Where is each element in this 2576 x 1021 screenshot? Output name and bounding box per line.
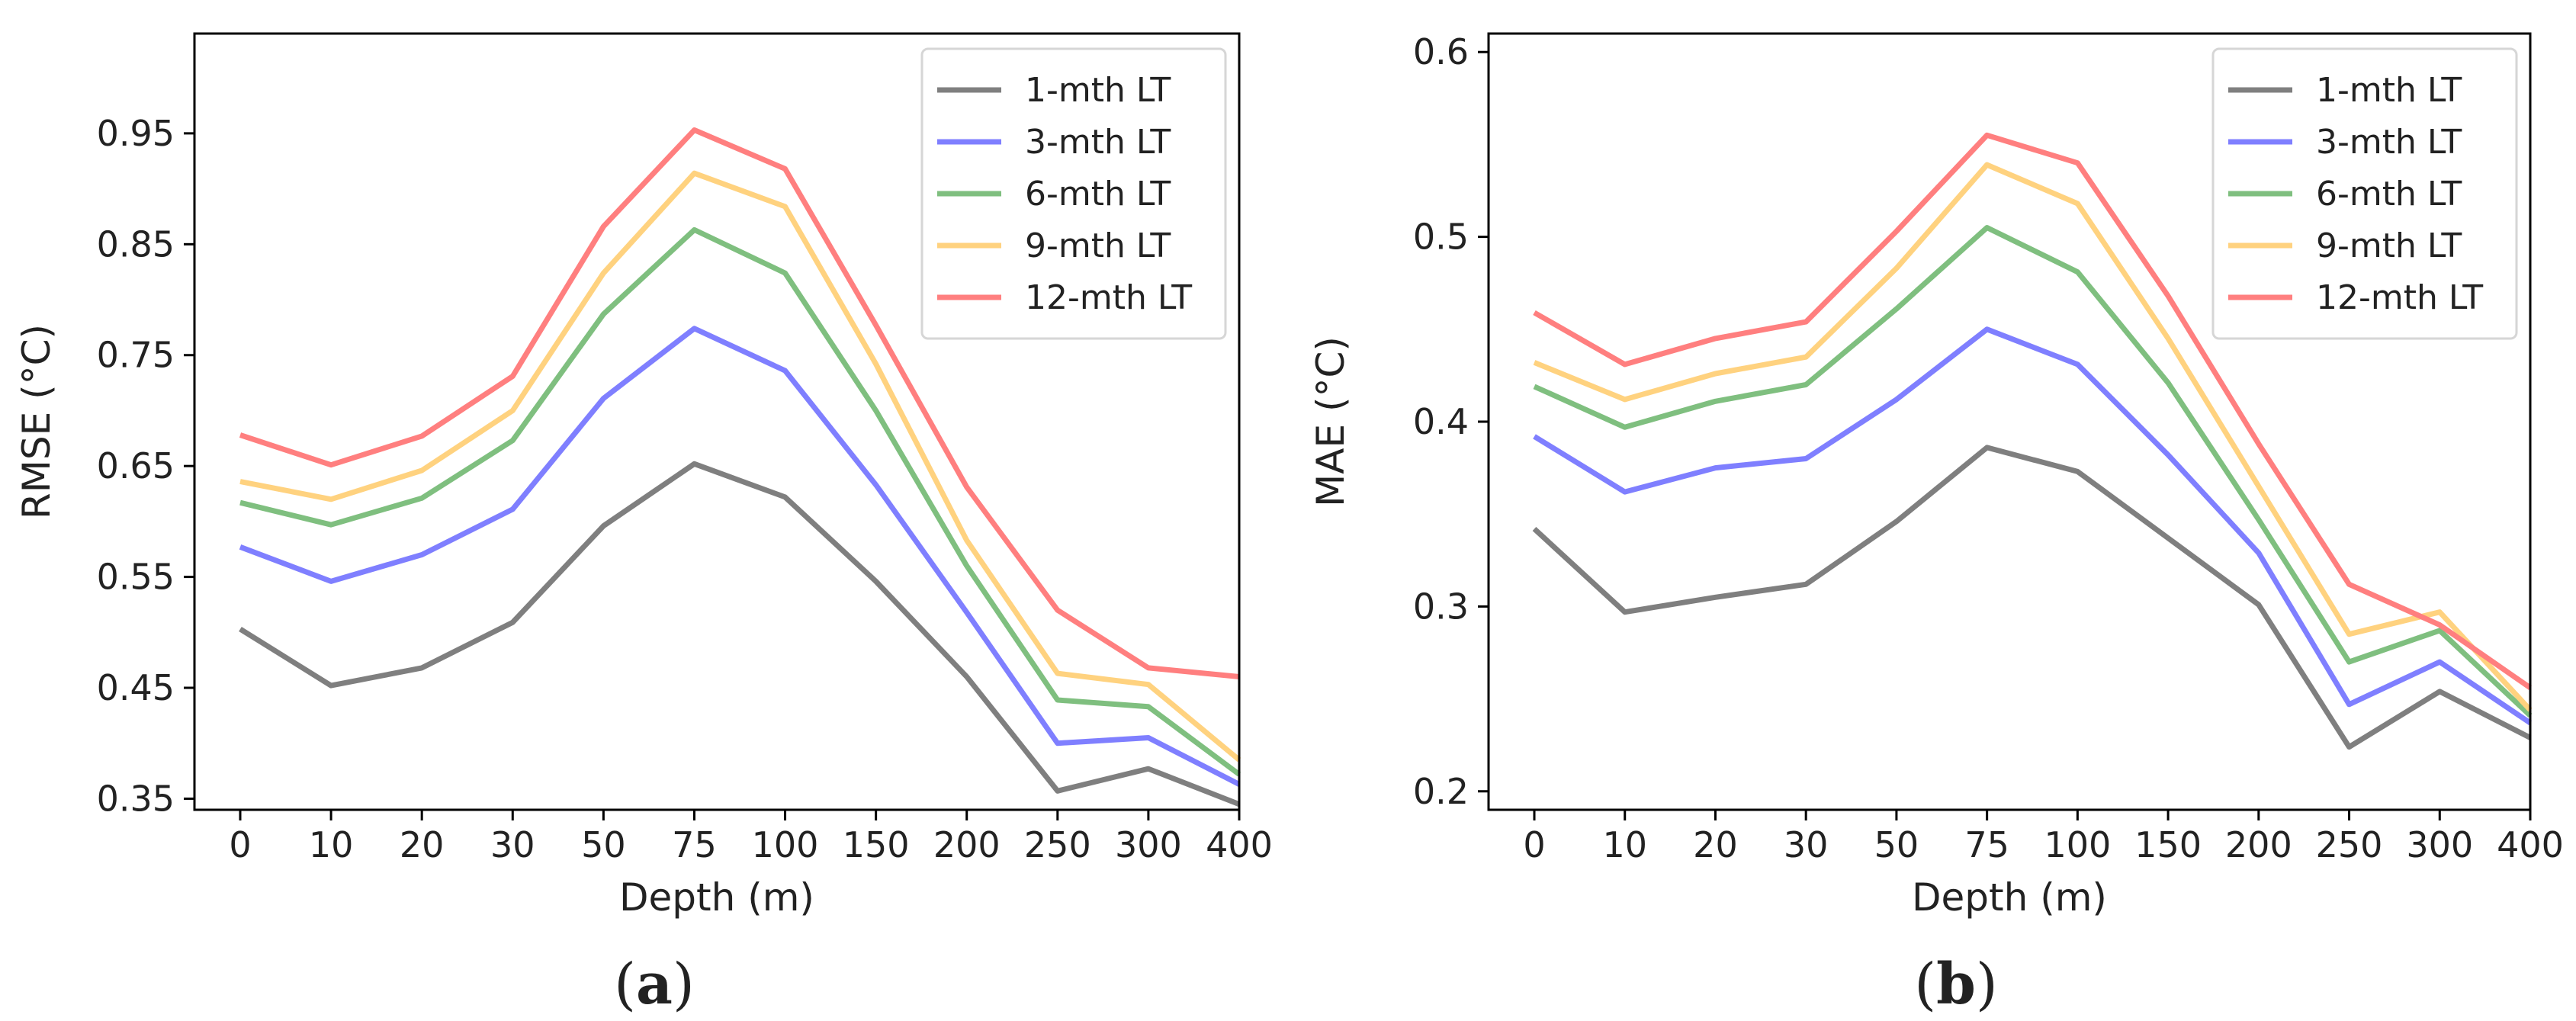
x-tick-label: 30 xyxy=(490,824,535,865)
x-tick-label: 400 xyxy=(2497,824,2564,865)
legend: 1-mth LT 3-mth LT 6-mth LT 9-mth LT 12-mth L… xyxy=(2211,47,2518,340)
series-line-2 xyxy=(239,326,1241,787)
legend-label-4: 9-mth LT xyxy=(1025,226,1171,265)
legend-label-3: 6-mth LT xyxy=(2316,175,2462,214)
x-tick-label: 10 xyxy=(1602,824,1647,865)
y-tick-label: 0.5 xyxy=(1413,217,1469,258)
panel-label-close: ) xyxy=(673,952,695,1017)
y-tick-label: 0.85 xyxy=(97,223,175,265)
y-tick-label: 0.45 xyxy=(97,667,175,708)
panel-label: (b) xyxy=(1914,952,1998,1017)
y-axis-label: RMSE (°C) xyxy=(14,324,59,519)
y-tick-label: 0.65 xyxy=(97,445,175,486)
legend-label-5: 12-mth LT xyxy=(2316,278,2483,317)
y-tick-label: 0.95 xyxy=(97,113,175,154)
x-tick-label: 50 xyxy=(1874,824,1919,865)
y-tick-label: 0.6 xyxy=(1413,31,1469,72)
x-tick-label: 150 xyxy=(843,824,910,865)
legend: 1-mth LT 3-mth LT 6-mth LT 9-mth LT 12-mth L… xyxy=(920,47,1227,340)
legend-label-2: 3-mth LT xyxy=(2316,123,2462,162)
series-line-2 xyxy=(1533,326,2532,726)
legend-label-4: 9-mth LT xyxy=(2316,226,2462,265)
legend-label-2: 3-mth LT xyxy=(1025,123,1171,162)
x-tick-label: 75 xyxy=(1964,824,2009,865)
x-tick-label: 100 xyxy=(752,824,819,865)
series-line-4 xyxy=(239,170,1241,763)
x-tick-label: 250 xyxy=(1024,824,1091,865)
legend-label-5: 12-mth LT xyxy=(1025,278,1192,317)
x-tick-label: 150 xyxy=(2134,824,2202,865)
legend-box xyxy=(2211,47,2518,340)
y-tick-label: 0.75 xyxy=(97,335,175,376)
x-tick-label: 200 xyxy=(933,824,1001,865)
series-line-5 xyxy=(1533,132,2532,690)
x-tick-label: 20 xyxy=(1693,824,1738,865)
series-line-3 xyxy=(239,226,1241,777)
x-axis-label: Depth (m) xyxy=(1912,875,2107,920)
x-tick-label: 200 xyxy=(2225,824,2292,865)
x-tick-label: 0 xyxy=(1523,824,1545,865)
chart-panel-a: 0 10 20 30 50 75 100 150 200 250 300 400 0.35 0.45 0.5… xyxy=(14,32,1273,1017)
panel-label-open: ( xyxy=(1914,952,1936,1017)
legend-label-1: 1-mth LT xyxy=(2316,71,2462,110)
legend-label-3: 6-mth LT xyxy=(1025,175,1171,214)
panel-label-letter: b xyxy=(1936,952,1976,1017)
plot-frame xyxy=(193,32,1241,811)
series-line-1 xyxy=(1532,445,2532,750)
panel-label-open: ( xyxy=(614,952,636,1017)
series-line-3 xyxy=(1533,225,2533,718)
x-tick-label: 30 xyxy=(1784,824,1829,865)
series-line-4 xyxy=(1533,162,2533,712)
x-tick-label: 20 xyxy=(400,824,445,865)
y-tick-label: 0.35 xyxy=(97,778,175,819)
panel-label-letter: a xyxy=(636,952,673,1017)
panel-label-close: ) xyxy=(1976,952,1998,1017)
y-axis-label: MAE (°C) xyxy=(1309,336,1353,507)
series-line-5 xyxy=(239,127,1240,679)
series-line-1 xyxy=(239,461,1241,807)
x-tick-label: 50 xyxy=(581,824,626,865)
x-tick-label: 300 xyxy=(2406,824,2473,865)
y-tick-label: 0.55 xyxy=(97,557,175,598)
y-tick-label: 0.3 xyxy=(1413,586,1469,627)
y-tick-label: 0.2 xyxy=(1413,771,1469,812)
x-tick-label: 250 xyxy=(2316,824,2383,865)
x-tick-label: 75 xyxy=(672,824,717,865)
y-tick-label: 0.4 xyxy=(1413,401,1469,442)
x-axis-label: Depth (m) xyxy=(619,875,814,920)
legend-box xyxy=(920,47,1227,340)
x-tick-label: 300 xyxy=(1115,824,1182,865)
panel-label: (a) xyxy=(614,952,695,1017)
x-tick-label: 10 xyxy=(309,824,354,865)
x-tick-label: 100 xyxy=(2044,824,2111,865)
legend-label-1: 1-mth LT xyxy=(1025,71,1171,110)
chart-panel-b: 0 10 20 30 50 75 100 150 200 250 300 400 0.2 0.3 0.4 0.… xyxy=(1309,31,2564,1017)
x-tick-label: 0 xyxy=(229,824,251,865)
x-tick-label: 400 xyxy=(1206,824,1273,865)
